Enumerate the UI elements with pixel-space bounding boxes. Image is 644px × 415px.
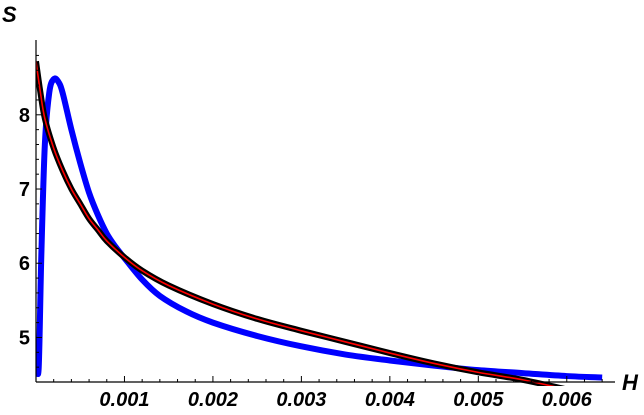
axes (35, 40, 615, 383)
y-tick-label-2: 7 (19, 179, 30, 201)
y-tick-label-1: 6 (19, 253, 30, 275)
tick-layer: 0.001 0.002 0.003 0.004 0.005 0.006 5 6 7 8 (19, 54, 603, 411)
y-axis-title: S (2, 2, 17, 27)
series-line-1 (36, 60, 566, 386)
x-tick-label-5: 0.006 (542, 389, 593, 411)
x-tick-label-2: 0.003 (276, 389, 326, 411)
x-tick-label-1: 0.002 (188, 389, 238, 411)
x-axis-title: H (622, 370, 639, 395)
x-tick-label-0: 0.001 (99, 389, 149, 411)
y-tick-label-0: 5 (19, 327, 30, 349)
curve-layer (36, 60, 603, 386)
y-tick-label-3: 8 (19, 105, 30, 127)
x-tick-label-3: 0.004 (365, 389, 415, 411)
series-line-2 (36, 61, 556, 386)
x-tick-label-4: 0.005 (453, 389, 504, 411)
